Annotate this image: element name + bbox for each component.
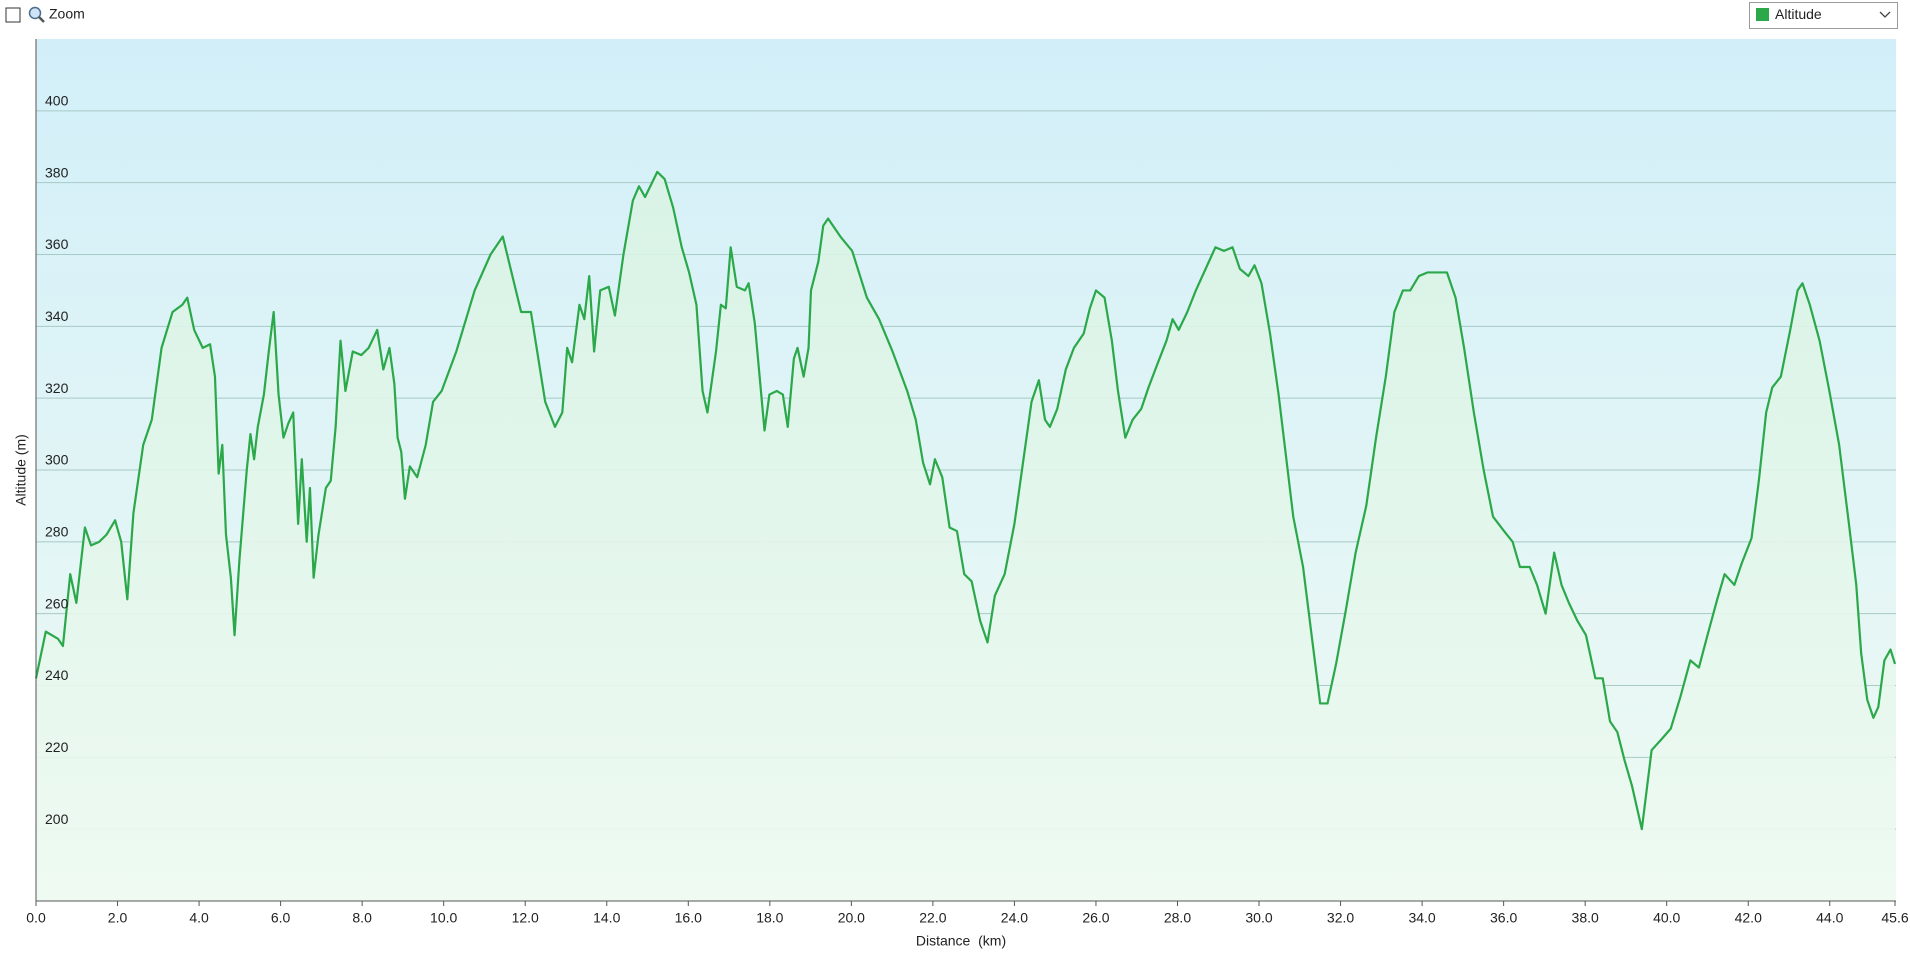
x-tick-label: 0.0 xyxy=(26,910,46,926)
x-tick-label: 12.0 xyxy=(512,910,539,926)
x-tick-label: 8.0 xyxy=(352,910,372,926)
y-axis-title: Altitude (m) xyxy=(13,434,29,506)
y-tick-label: 200 xyxy=(45,811,69,827)
x-tick-label: 20.0 xyxy=(838,910,865,926)
x-axis-title: Distance (km) xyxy=(916,933,1006,949)
area-fill xyxy=(36,171,1895,901)
x-tick-label: 22.0 xyxy=(919,910,946,926)
x-tick-label: 40.0 xyxy=(1653,910,1680,926)
x-tick-label: 38.0 xyxy=(1572,910,1599,926)
x-tick-label: 44.0 xyxy=(1816,910,1843,926)
y-tick-label: 360 xyxy=(45,236,69,252)
x-tick-label: 42.0 xyxy=(1735,910,1762,926)
x-tick-label: 10.0 xyxy=(430,910,457,926)
zoom-label[interactable]: Zoom xyxy=(49,6,85,22)
x-tick-label: 34.0 xyxy=(1408,910,1435,926)
y-tick-label: 300 xyxy=(45,452,69,468)
x-tick-label: 6.0 xyxy=(271,910,291,926)
y-tick-label: 380 xyxy=(45,164,69,180)
x-tick-label: 45.6 xyxy=(1881,910,1908,926)
y-tick-label: 320 xyxy=(45,380,69,396)
y-tick-label: 280 xyxy=(45,524,69,540)
x-tick-label: 24.0 xyxy=(1001,910,1028,926)
y-tick-label: 340 xyxy=(45,308,69,324)
x-tick-label: 32.0 xyxy=(1327,910,1354,926)
x-tick-label: 16.0 xyxy=(675,910,702,926)
zoom-checkbox[interactable] xyxy=(5,7,21,23)
x-tick-label: 30.0 xyxy=(1245,910,1272,926)
x-tick-label: 2.0 xyxy=(108,910,128,926)
zoom-icon xyxy=(28,6,45,23)
x-tick-label: 18.0 xyxy=(756,910,783,926)
x-tick-label: 36.0 xyxy=(1490,910,1517,926)
x-tick-label: 26.0 xyxy=(1082,910,1109,926)
altitude-line xyxy=(34,170,1897,831)
legend-label: Altitude xyxy=(1775,6,1822,22)
x-tick-label: 4.0 xyxy=(189,910,209,926)
series-dropdown[interactable]: Altitude xyxy=(1749,2,1898,29)
legend-swatch xyxy=(1756,8,1769,21)
x-tick-label: 28.0 xyxy=(1164,910,1191,926)
y-tick-label: 220 xyxy=(45,739,69,755)
y-tick-label: 240 xyxy=(45,667,69,683)
y-tick-label: 260 xyxy=(45,595,69,611)
x-tick-label: 14.0 xyxy=(593,910,620,926)
y-tick-label: 400 xyxy=(45,93,69,109)
